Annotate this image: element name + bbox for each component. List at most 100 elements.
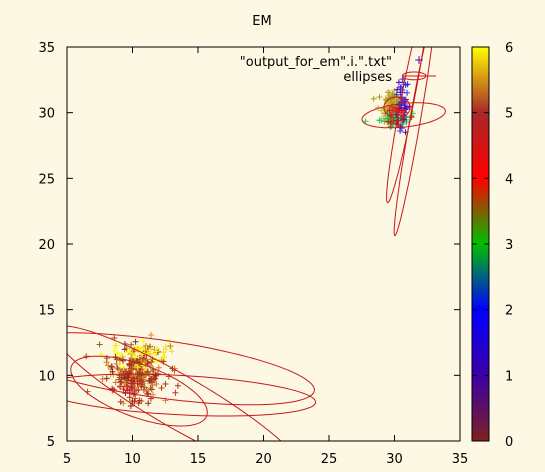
data-point	[132, 338, 139, 345]
data-point	[158, 384, 165, 391]
ellipse-curve	[361, 102, 446, 129]
data-point	[96, 341, 103, 348]
data-point	[370, 95, 377, 102]
data-point	[111, 347, 118, 354]
data-point	[387, 120, 394, 127]
colorbar: 0 1 2 3 4 5 6	[471, 41, 513, 450]
data-point	[129, 377, 136, 384]
data-point	[146, 377, 153, 384]
data-point	[168, 348, 175, 355]
data-point	[127, 349, 134, 356]
data-point	[406, 103, 413, 110]
data-point	[105, 362, 112, 369]
data-point	[148, 345, 155, 352]
data-point	[129, 350, 136, 357]
data-point	[388, 111, 395, 118]
data-point	[117, 398, 124, 405]
data-point	[131, 390, 138, 397]
data-point	[153, 348, 160, 355]
data-point	[162, 346, 169, 353]
data-point	[99, 376, 106, 383]
data-point	[159, 353, 166, 360]
ellipse-curve	[67, 325, 282, 441]
x-tick-label: 25	[321, 452, 338, 467]
data-point	[114, 350, 121, 357]
data-point	[390, 118, 397, 125]
data-point	[118, 352, 125, 359]
ellipse-curve	[393, 47, 433, 237]
data-point	[135, 386, 142, 393]
data-point	[404, 89, 411, 96]
y-axis: 5 10 15 20 25 30 35	[38, 41, 460, 450]
data-point	[147, 385, 154, 392]
data-point	[116, 383, 123, 390]
data-point	[395, 79, 402, 86]
data-point	[131, 398, 138, 405]
data-point	[134, 363, 141, 370]
data-point	[141, 355, 148, 362]
data-point	[167, 343, 174, 350]
x-tick-label: 15	[190, 452, 207, 467]
ellipse-curve	[386, 47, 425, 204]
chart-title: EM	[252, 14, 271, 29]
data-point	[128, 341, 135, 348]
data-point	[126, 370, 133, 377]
legend-entry-ellipses: ellipses	[343, 70, 392, 85]
data-point	[113, 342, 120, 349]
data-point	[390, 107, 397, 114]
data-point	[150, 376, 157, 383]
data-point	[160, 349, 167, 356]
data-point	[141, 359, 148, 366]
colorbar-tick-label: 0	[505, 435, 513, 450]
ellipse-curves	[67, 47, 446, 441]
data-point	[392, 104, 399, 111]
data-point	[174, 382, 181, 389]
data-point	[118, 372, 125, 379]
x-axis: 5 10 15 20 25 30 35	[63, 47, 468, 467]
data-point	[127, 402, 134, 409]
data-point	[109, 368, 116, 375]
ellipse-curve	[67, 373, 317, 417]
data-point	[120, 364, 127, 371]
colorbar-tick-label: 2	[505, 304, 513, 319]
data-point	[145, 378, 152, 385]
data-point	[138, 378, 145, 385]
legend-sample-plus: +	[414, 53, 424, 67]
data-point	[108, 363, 115, 370]
data-point	[394, 86, 401, 93]
data-point	[376, 94, 383, 101]
data-point	[126, 360, 133, 367]
data-point	[120, 400, 127, 407]
data-point	[162, 380, 169, 387]
data-point	[391, 87, 398, 94]
colorbar-ticks: 0 1 2 3 4 5 6	[472, 41, 513, 450]
x-tick-label: 5	[63, 452, 71, 467]
data-point	[117, 378, 124, 385]
colorbar-tick-label: 1	[505, 369, 513, 384]
x-tick-label: 30	[386, 452, 403, 467]
data-point	[114, 365, 121, 372]
data-point	[142, 342, 149, 349]
x-tick-label: 10	[124, 452, 141, 467]
data-point	[384, 89, 391, 96]
data-point	[154, 345, 161, 352]
data-point	[128, 384, 135, 391]
y-tick-label: 25	[38, 172, 55, 187]
y-tick-label: 30	[38, 107, 55, 122]
data-point	[120, 386, 127, 393]
colorbar-tick-label: 4	[505, 172, 513, 187]
data-point	[126, 394, 133, 401]
data-point	[134, 364, 141, 371]
data-point	[132, 395, 139, 402]
data-point	[404, 81, 411, 88]
legend-entry-points: "output_for_em".i.".txt"	[240, 55, 392, 70]
data-point	[135, 400, 142, 407]
data-point	[119, 367, 126, 374]
data-point	[153, 380, 160, 387]
colorbar-tick-label: 5	[505, 107, 513, 122]
y-tick-label: 35	[38, 41, 55, 56]
data-point	[172, 389, 179, 396]
x-tick-label: 35	[452, 452, 469, 467]
colorbar-tick-label: 3	[505, 238, 513, 253]
data-point	[132, 354, 139, 361]
